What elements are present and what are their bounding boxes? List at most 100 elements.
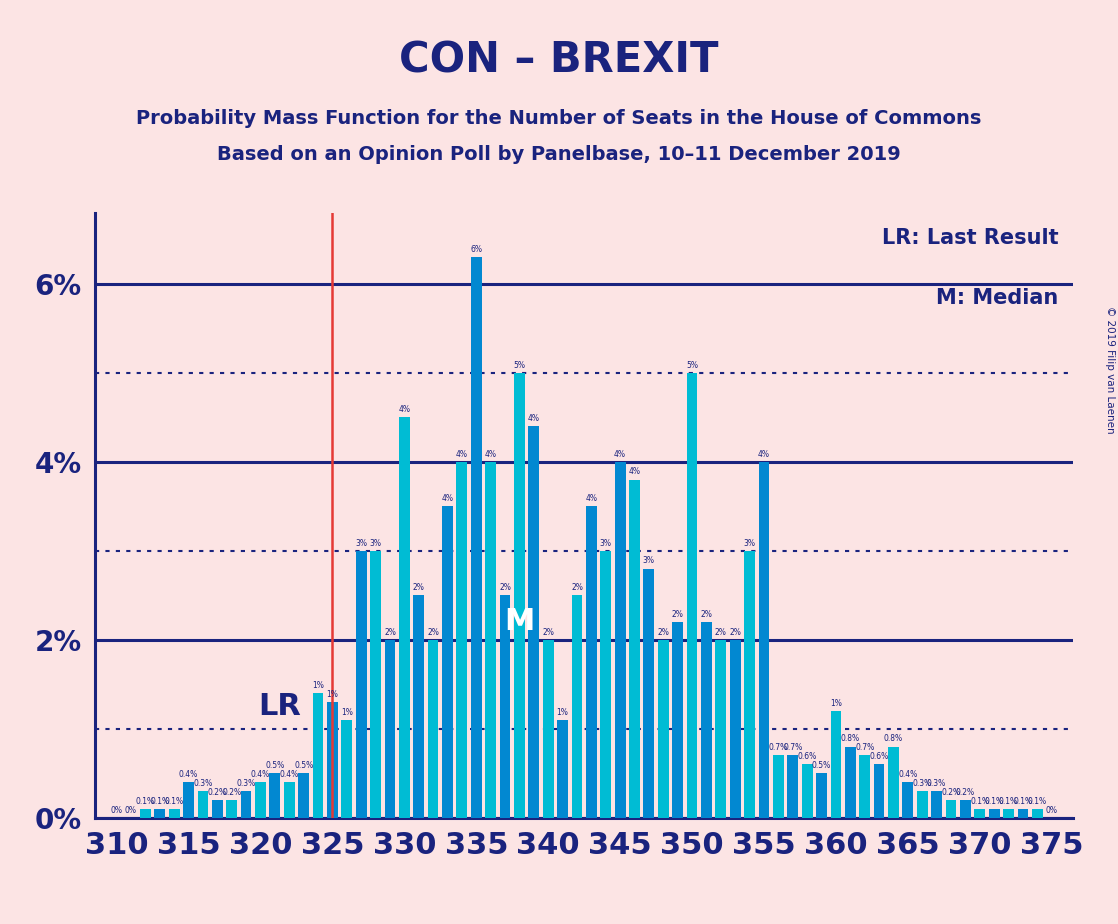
Text: 0.1%: 0.1% (985, 796, 1004, 806)
Text: 1%: 1% (341, 708, 352, 717)
Text: 0.2%: 0.2% (208, 788, 227, 796)
Bar (745, 551, 755, 818)
Bar (644, 568, 654, 818)
Text: 0.2%: 0.2% (956, 788, 975, 796)
Bar (385, 639, 396, 818)
Text: 3%: 3% (356, 539, 367, 548)
Text: 0.5%: 0.5% (812, 761, 831, 770)
Bar (615, 462, 625, 818)
Text: 0.5%: 0.5% (265, 761, 284, 770)
Text: 0.3%: 0.3% (237, 779, 256, 788)
Bar (414, 595, 424, 818)
Text: 0.7%: 0.7% (783, 743, 803, 752)
Bar (946, 800, 956, 818)
Bar (600, 551, 612, 818)
Text: 0.1%: 0.1% (970, 796, 989, 806)
Text: 2%: 2% (571, 583, 582, 592)
Bar (988, 808, 999, 818)
Bar (514, 372, 524, 818)
Bar (183, 782, 193, 818)
Bar (226, 800, 237, 818)
Text: 0.1%: 0.1% (999, 796, 1018, 806)
Text: 5%: 5% (686, 360, 698, 370)
Bar (802, 764, 813, 818)
Text: 2%: 2% (714, 627, 727, 637)
Bar (716, 639, 727, 818)
Bar (845, 747, 855, 818)
Text: Based on an Opinion Poll by Panelbase, 10–11 December 2019: Based on an Opinion Poll by Panelbase, 1… (217, 145, 901, 164)
Text: 0.2%: 0.2% (222, 788, 241, 796)
Bar (529, 426, 539, 818)
Text: 4%: 4% (442, 494, 454, 503)
Text: 0.7%: 0.7% (855, 743, 874, 752)
Bar (212, 800, 222, 818)
Text: 0.1%: 0.1% (1013, 796, 1033, 806)
Text: 2%: 2% (542, 627, 555, 637)
Bar (686, 372, 698, 818)
Bar (341, 720, 352, 818)
Text: 1%: 1% (557, 708, 569, 717)
Text: 2%: 2% (383, 627, 396, 637)
Text: 2%: 2% (657, 627, 670, 637)
Bar (240, 791, 252, 818)
Bar (917, 791, 928, 818)
Text: 0%: 0% (111, 806, 123, 815)
Bar (888, 747, 899, 818)
Text: 1%: 1% (830, 699, 842, 708)
Text: 3%: 3% (743, 539, 756, 548)
Bar (154, 808, 165, 818)
Text: CON – BREXIT: CON – BREXIT (399, 39, 719, 81)
Bar (543, 639, 553, 818)
Text: 2%: 2% (672, 610, 683, 619)
Bar (428, 639, 438, 818)
Text: 0%: 0% (125, 806, 138, 815)
Text: 2%: 2% (701, 610, 712, 619)
Text: 0.3%: 0.3% (927, 779, 946, 788)
Text: 5%: 5% (513, 360, 525, 370)
Text: 0.8%: 0.8% (841, 735, 860, 744)
Text: Probability Mass Function for the Number of Seats in the House of Commons: Probability Mass Function for the Number… (136, 109, 982, 128)
Text: 0.3%: 0.3% (193, 779, 212, 788)
Text: M: M (504, 607, 534, 637)
Bar (773, 756, 784, 818)
Bar (701, 622, 712, 818)
Bar (313, 693, 323, 818)
Text: 0.4%: 0.4% (179, 770, 198, 779)
Text: 4%: 4% (614, 450, 626, 458)
Text: 0.3%: 0.3% (912, 779, 931, 788)
Text: 0.4%: 0.4% (280, 770, 299, 779)
Text: 0.4%: 0.4% (250, 770, 271, 779)
Text: 0%: 0% (1045, 806, 1058, 815)
Bar (860, 756, 870, 818)
Text: LR: LR (258, 692, 301, 721)
Bar (485, 462, 496, 818)
Bar (326, 702, 338, 818)
Text: © 2019 Filip van Laenen: © 2019 Filip van Laenen (1106, 306, 1115, 433)
Bar (787, 756, 798, 818)
Bar (902, 782, 913, 818)
Bar (255, 782, 266, 818)
Text: 3%: 3% (599, 539, 612, 548)
Bar (672, 622, 683, 818)
Text: 0.6%: 0.6% (797, 752, 817, 761)
Text: 3%: 3% (643, 556, 655, 565)
Bar (269, 773, 281, 818)
Bar (299, 773, 309, 818)
Text: LR: Last Result: LR: Last Result (882, 227, 1059, 248)
Text: 0.1%: 0.1% (1027, 796, 1046, 806)
Bar (1003, 808, 1014, 818)
Text: 4%: 4% (456, 450, 467, 458)
Text: 1%: 1% (326, 690, 339, 699)
Text: 2%: 2% (499, 583, 511, 592)
Text: 0.1%: 0.1% (164, 796, 183, 806)
Text: 2%: 2% (427, 627, 439, 637)
Bar (500, 595, 511, 818)
Text: 4%: 4% (484, 450, 496, 458)
Bar (730, 639, 740, 818)
Text: 4%: 4% (528, 414, 540, 423)
Text: 0.2%: 0.2% (941, 788, 960, 796)
Bar (816, 773, 827, 818)
Bar (442, 506, 453, 818)
Text: 2%: 2% (729, 627, 741, 637)
Bar (1017, 808, 1029, 818)
